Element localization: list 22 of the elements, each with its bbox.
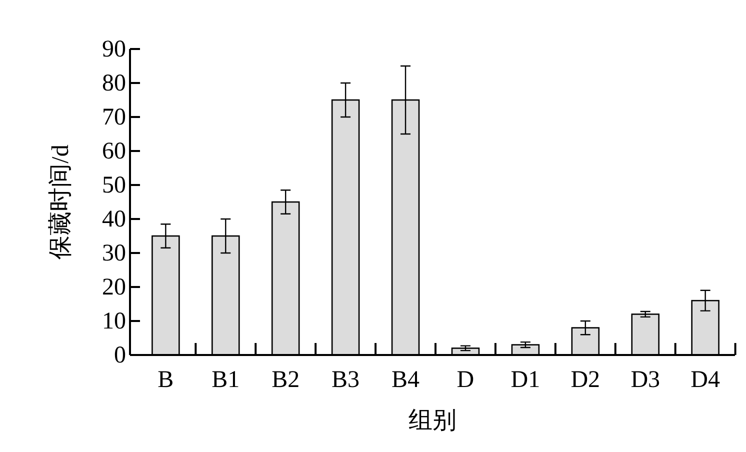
x-tick-label: B	[158, 367, 174, 393]
y-tick-label: 60	[102, 138, 126, 165]
x-tick-label: D1	[510, 367, 540, 393]
y-tick-label: 0	[114, 342, 126, 369]
x-tick-label: B3	[332, 367, 360, 393]
y-axis-title: 保藏时间/d	[48, 144, 74, 260]
y-tick-label: 80	[102, 70, 126, 97]
y-tick-label: 40	[102, 206, 126, 233]
x-tick-label: B1	[212, 367, 240, 393]
x-tick-label: B2	[272, 367, 300, 393]
x-tick-label: D	[456, 367, 474, 393]
y-tick-label: 70	[102, 104, 126, 131]
x-tick-label: D4	[690, 367, 720, 393]
y-tick-label: 20	[102, 274, 126, 301]
x-tick-label: D3	[630, 367, 660, 393]
x-tick-label: D2	[570, 367, 600, 393]
y-tick-label: 10	[102, 308, 126, 335]
y-tick-label: 30	[102, 240, 126, 267]
y-tick-label: 90	[102, 36, 126, 63]
y-tick-label: 50	[102, 172, 126, 199]
x-axis-title: 组别	[408, 408, 456, 434]
x-tick-label: B4	[392, 367, 420, 393]
